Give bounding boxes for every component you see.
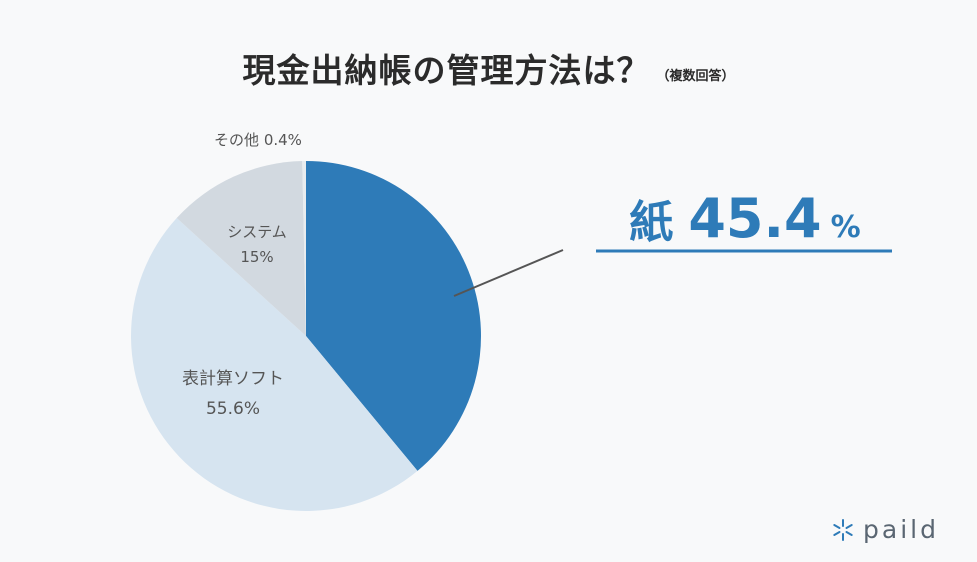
pie-slice-2 [176, 161, 306, 336]
pie-slice-1 [131, 218, 418, 511]
callout-label: 紙 45.4 % [629, 187, 860, 250]
title-block: 現金出納帳の管理方法は？ （複数回答） [0, 44, 977, 92]
snowflake-icon [833, 518, 853, 541]
label-system-value: 15% [240, 248, 273, 266]
brand-logo: paild [831, 515, 939, 544]
label-spreadsheet-name: 表計算ソフト [182, 369, 284, 389]
page-title: 現金出納帳の管理方法は？ [242, 51, 651, 90]
label-other: その他 0.4% [214, 131, 302, 149]
callout-leader-line [453, 249, 564, 297]
pie-slices [131, 161, 481, 511]
callout-name: 紙 [629, 197, 673, 248]
callout-unit: % [831, 210, 861, 245]
callout-number: 45.4 [688, 187, 821, 250]
label-spreadsheet-value: 55.6% [206, 399, 260, 419]
label-system-name: システム [227, 223, 287, 241]
pie-slice-0 [306, 161, 481, 471]
pie-slice-3 [302, 161, 306, 336]
brand-name: paild [863, 515, 939, 544]
page-subtitle: （複数回答） [656, 69, 735, 84]
